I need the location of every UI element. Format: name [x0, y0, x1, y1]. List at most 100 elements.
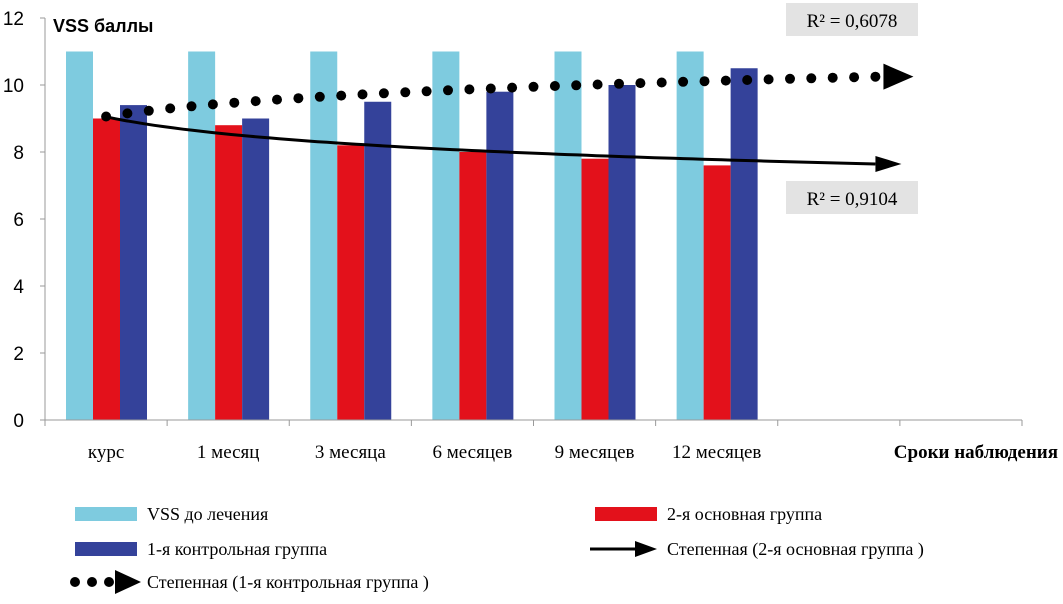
legend-item: 1-я контрольная группа — [75, 539, 327, 559]
x-tick-label: 9 месяцев — [555, 442, 635, 463]
bar-1-1 — [66, 51, 93, 420]
trendline-dotted-dot — [849, 72, 860, 83]
legend-swatch — [75, 507, 137, 521]
bar-3-4 — [486, 91, 514, 420]
y-tick-label: 10 — [3, 76, 24, 97]
trendline-dotted-dot — [314, 91, 325, 102]
trendline-dotted-dot — [827, 72, 838, 83]
legend-label: Степенная (1-я контрольная группа ) — [147, 572, 429, 593]
trendline-dotted-dot — [143, 105, 154, 116]
trendline-dotted-dot — [656, 77, 667, 88]
x-axis-title: Сроки наблюдения — [894, 442, 1058, 463]
trendline-dotted-dot — [528, 81, 539, 92]
trendline-dotted-dot — [763, 74, 774, 85]
legend-dot — [104, 577, 114, 587]
legend-label: VSS до лечения — [147, 504, 268, 524]
trendline-dotted-arrow — [883, 63, 914, 90]
legend-dot — [87, 577, 97, 587]
trendline-dotted-dot — [101, 111, 112, 122]
trendline-dotted-dot — [336, 90, 347, 101]
legend-item: VSS до лечения — [75, 504, 268, 524]
trendline-dotted-dot — [870, 71, 881, 82]
bar-1-3 — [310, 51, 338, 420]
bar-1-5 — [554, 51, 582, 420]
labels-layer: 0 2 4 6 8 10 12 курс 1 месяц 3 месяца 6 месяцев 9 м… — [3, 3, 1058, 463]
trendline-dotted-dot — [400, 87, 411, 98]
trendline-dotted-dot — [464, 84, 475, 95]
y-tick-label: 4 — [13, 277, 24, 298]
trendline-dotted-dot — [229, 97, 240, 108]
legend-item: Степенная (1-я контрольная группа ) — [70, 570, 429, 594]
bar-3-2 — [242, 118, 270, 420]
bar-2-2 — [215, 125, 243, 420]
bar-1-2 — [188, 51, 216, 420]
r2-box — [786, 3, 918, 36]
bar-1-6 — [676, 51, 704, 420]
trendline-dotted-dot — [357, 89, 368, 100]
bars-layer — [66, 51, 758, 421]
trendline-dotted-dot — [378, 88, 389, 99]
y-axis-title: VSS баллы — [53, 16, 153, 36]
legend-item: 2-я основная группа — [595, 504, 822, 524]
trendline-solid — [105, 115, 876, 166]
x-tick-label: 6 месяцев — [432, 442, 512, 463]
trendlines-layer — [101, 63, 914, 172]
trendline-dotted-dot — [635, 78, 646, 89]
legend: VSS до лечения 2-я основная группа 1-я кон… — [70, 504, 924, 594]
r2-box — [786, 181, 918, 214]
trendline-dotted-dot — [507, 82, 518, 93]
trendline-dotted-dot — [293, 93, 304, 104]
bar-1-4 — [432, 51, 460, 420]
bar-3-1 — [120, 105, 147, 420]
r2-label: R² = 0,9104 — [807, 189, 898, 210]
trendline-dotted-dot — [272, 94, 282, 105]
trendline-solid-arrow — [875, 155, 902, 172]
trendline-dotted-dot — [443, 85, 453, 96]
x-tick-label: курс — [88, 442, 124, 463]
trendline-dotted-dot — [250, 96, 261, 107]
trendline-dotted-dot — [186, 101, 197, 112]
bar-3-6 — [730, 68, 758, 420]
trendline-dotted-dot — [549, 81, 560, 91]
bar-2-1 — [93, 118, 120, 420]
axes-layer — [40, 17, 1023, 426]
trendline-dotted-dot — [720, 75, 731, 86]
trendline-dotted-dot — [592, 79, 603, 90]
bar-2-4 — [459, 152, 487, 420]
trendline-dotted-dot — [699, 76, 710, 87]
trendline-dotted-dot — [785, 73, 795, 84]
r2-label: R² = 0,6078 — [807, 11, 898, 32]
x-tick-label: 1 месяц — [197, 442, 260, 463]
trendline-dotted-dot — [165, 103, 176, 114]
trendline-dotted-dot — [742, 75, 753, 85]
trendline-dotted-dot — [678, 76, 689, 87]
y-tick-label: 0 — [13, 411, 24, 432]
bar-2-3 — [337, 145, 365, 421]
legend-dot — [70, 577, 80, 587]
x-tick-label: 3 месяца — [315, 442, 387, 463]
trendline-dotted-dot — [421, 86, 432, 97]
legend-swatch — [75, 542, 137, 556]
legend-swatch — [595, 507, 657, 521]
trendline-dotted-dot — [122, 108, 133, 119]
bar-2-6 — [703, 165, 731, 420]
trendline-dotted-dot — [614, 78, 624, 89]
y-tick-label: 6 — [13, 210, 24, 231]
trendline-dotted-dot — [806, 73, 817, 84]
trendline-dotted-dot — [485, 83, 496, 94]
bar-3-5 — [608, 85, 636, 420]
legend-dotted-arrow — [115, 570, 141, 594]
y-tick-label: 2 — [13, 344, 24, 365]
trendline-dotted-dot — [207, 99, 218, 110]
legend-solid-arrow — [635, 541, 657, 557]
bar-3-3 — [364, 101, 392, 420]
y-tick-label: 12 — [3, 9, 24, 30]
legend-label: 2-я основная группа — [667, 504, 822, 524]
bar-2-5 — [581, 158, 609, 420]
legend-label: Степенная (2-я основная группа ) — [667, 539, 924, 560]
x-tick-label: 12 месяцев — [672, 442, 761, 463]
legend-item: Степенная (2-я основная группа ) — [590, 539, 924, 560]
legend-label: 1-я контрольная группа — [147, 539, 327, 559]
trendline-dotted-dot — [571, 80, 582, 91]
